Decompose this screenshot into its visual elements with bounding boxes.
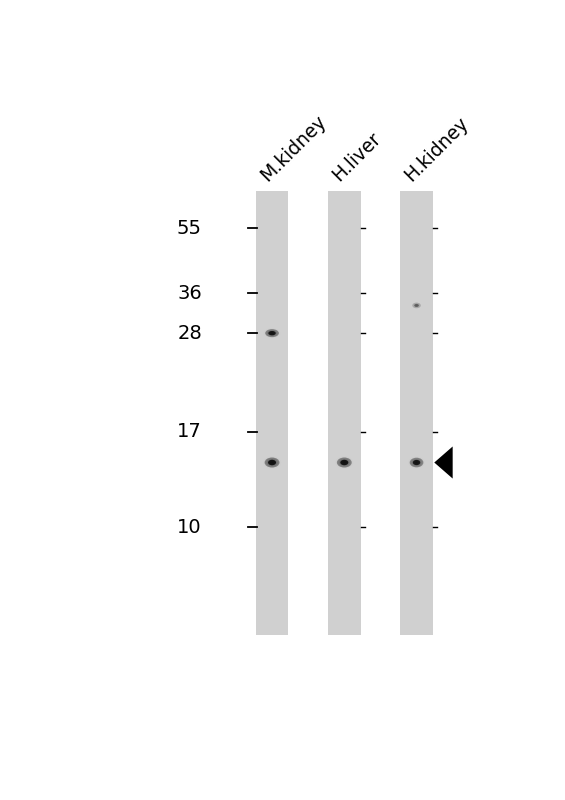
Ellipse shape [337, 458, 351, 467]
Text: H.liver: H.liver [329, 129, 385, 186]
Ellipse shape [411, 458, 422, 466]
Ellipse shape [415, 462, 418, 463]
Ellipse shape [266, 330, 279, 337]
Ellipse shape [412, 459, 421, 466]
Ellipse shape [340, 460, 348, 466]
Ellipse shape [412, 459, 421, 466]
Ellipse shape [415, 305, 418, 306]
Text: 17: 17 [177, 422, 202, 442]
Ellipse shape [414, 461, 419, 464]
Ellipse shape [415, 304, 419, 306]
Ellipse shape [270, 461, 275, 464]
Ellipse shape [270, 462, 274, 464]
Ellipse shape [338, 458, 350, 466]
Ellipse shape [268, 460, 276, 466]
Ellipse shape [414, 304, 419, 307]
Ellipse shape [265, 458, 279, 467]
Ellipse shape [268, 330, 276, 336]
Ellipse shape [340, 460, 348, 466]
Ellipse shape [269, 331, 275, 335]
Ellipse shape [265, 329, 279, 337]
Ellipse shape [412, 302, 421, 308]
Ellipse shape [340, 459, 349, 466]
Ellipse shape [416, 305, 418, 306]
Text: H.kidney: H.kidney [401, 114, 472, 186]
Ellipse shape [270, 332, 274, 334]
Ellipse shape [416, 305, 417, 306]
Ellipse shape [271, 333, 273, 334]
Polygon shape [434, 446, 453, 478]
Ellipse shape [267, 459, 277, 466]
Ellipse shape [343, 462, 345, 463]
Ellipse shape [336, 457, 352, 468]
Text: 10: 10 [177, 518, 202, 537]
Ellipse shape [338, 458, 350, 466]
Ellipse shape [267, 459, 277, 466]
Ellipse shape [337, 458, 351, 467]
Ellipse shape [266, 458, 278, 466]
Ellipse shape [266, 330, 278, 337]
Text: 28: 28 [177, 324, 202, 342]
Ellipse shape [411, 459, 422, 466]
Ellipse shape [342, 462, 346, 464]
Ellipse shape [414, 304, 419, 307]
Ellipse shape [415, 461, 419, 464]
Ellipse shape [410, 458, 423, 467]
Ellipse shape [264, 329, 280, 338]
Ellipse shape [415, 462, 418, 464]
Text: M.kidney: M.kidney [257, 112, 330, 186]
Text: 36: 36 [177, 284, 202, 302]
Ellipse shape [267, 330, 277, 336]
Ellipse shape [339, 459, 349, 466]
Ellipse shape [341, 460, 347, 465]
Ellipse shape [414, 460, 420, 465]
Ellipse shape [410, 458, 423, 467]
Ellipse shape [268, 331, 276, 335]
Ellipse shape [267, 330, 277, 336]
Ellipse shape [264, 457, 280, 468]
Ellipse shape [413, 460, 420, 465]
Ellipse shape [337, 458, 351, 467]
Ellipse shape [342, 461, 346, 464]
Ellipse shape [271, 332, 273, 334]
Text: 55: 55 [177, 219, 202, 238]
Ellipse shape [271, 462, 273, 463]
Ellipse shape [265, 329, 279, 337]
Ellipse shape [268, 460, 276, 465]
Ellipse shape [268, 331, 276, 335]
Ellipse shape [270, 332, 275, 334]
Ellipse shape [264, 458, 280, 467]
Ellipse shape [266, 458, 279, 466]
Ellipse shape [413, 460, 420, 465]
Ellipse shape [415, 304, 418, 306]
Ellipse shape [410, 458, 423, 467]
Ellipse shape [269, 461, 275, 465]
Bar [400, 191, 433, 635]
Ellipse shape [264, 458, 280, 467]
Bar [328, 191, 360, 635]
Bar [255, 191, 289, 635]
Ellipse shape [268, 460, 276, 466]
Ellipse shape [341, 461, 347, 465]
